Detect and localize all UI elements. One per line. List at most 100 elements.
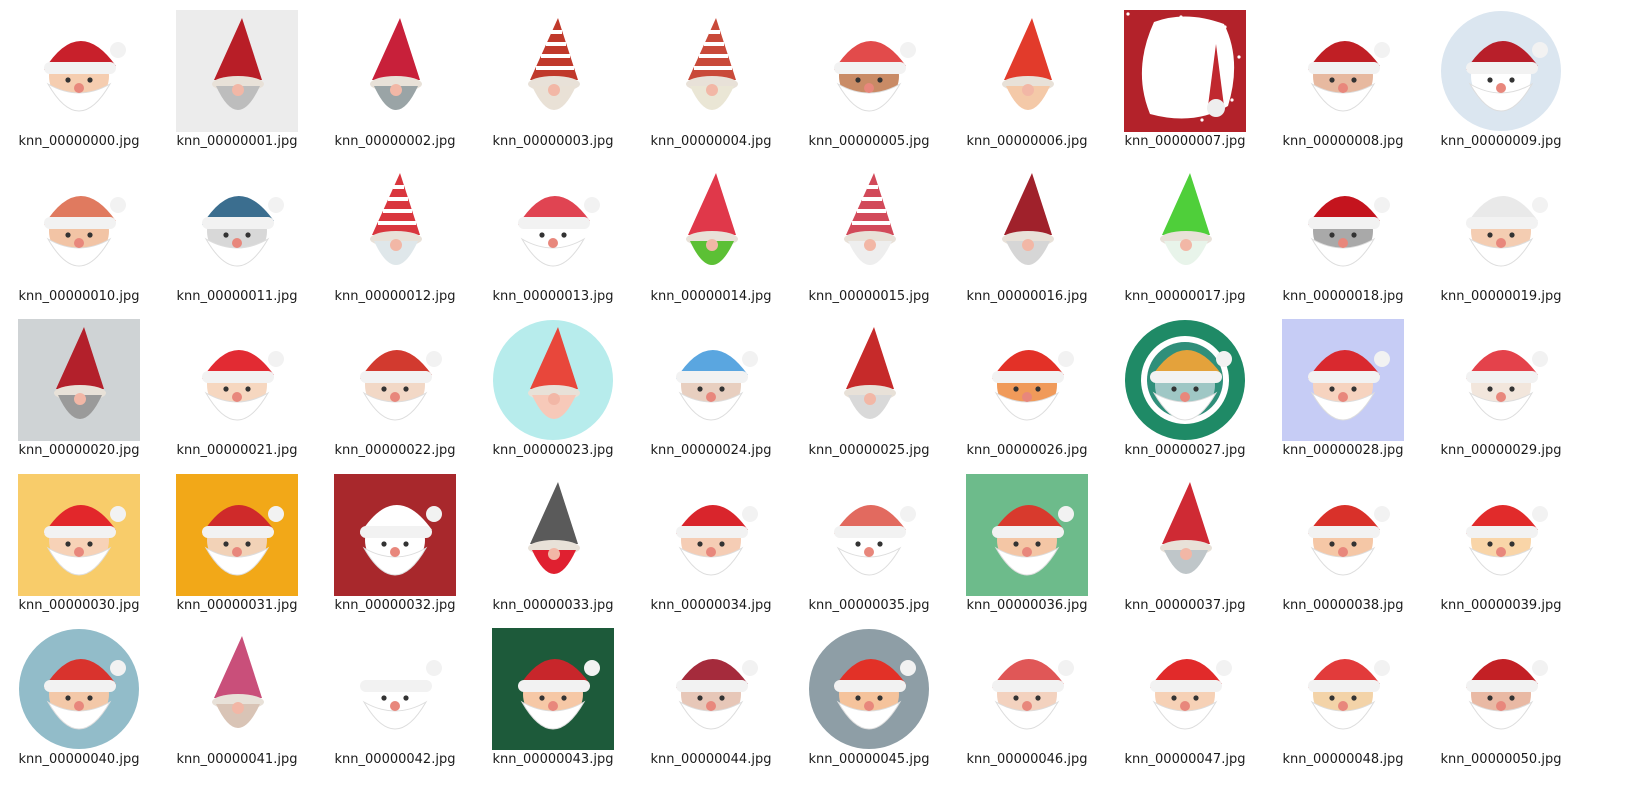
image-thumbnail[interactable]	[650, 10, 772, 132]
file-tile[interactable]: knn_00000005.jpg	[790, 0, 948, 154]
image-thumbnail[interactable]	[492, 10, 614, 132]
file-tile[interactable]: knn_00000044.jpg	[632, 618, 790, 772]
image-thumbnail[interactable]	[1124, 164, 1246, 287]
image-thumbnail[interactable]	[334, 628, 456, 750]
image-thumbnail[interactable]	[492, 319, 614, 441]
file-name-label[interactable]: knn_00000004.jpg	[650, 134, 772, 149]
file-tile[interactable]: knn_00000008.jpg	[1264, 0, 1422, 154]
file-tile[interactable]: knn_00000004.jpg	[632, 0, 790, 154]
file-tile[interactable]: knn_00000024.jpg	[632, 309, 790, 463]
image-thumbnail[interactable]	[808, 473, 930, 596]
file-name-label[interactable]: knn_00000023.jpg	[492, 443, 614, 458]
file-name-label[interactable]: knn_00000018.jpg	[1282, 288, 1404, 304]
file-name-label[interactable]: knn_00000007.jpg	[1124, 134, 1246, 149]
file-name-label[interactable]: knn_00000016.jpg	[966, 288, 1088, 304]
file-tile[interactable]: knn_00000028.jpg	[1264, 309, 1422, 463]
file-name-label[interactable]: knn_00000034.jpg	[650, 597, 772, 613]
file-tile[interactable]: knn_00000023.jpg	[474, 309, 632, 463]
image-thumbnail[interactable]	[1282, 628, 1404, 750]
file-tile[interactable]: knn_00000042.jpg	[316, 618, 474, 772]
file-tile[interactable]: knn_00000035.jpg	[790, 464, 948, 618]
file-name-label[interactable]: knn_00000000.jpg	[18, 134, 140, 149]
file-name-label[interactable]: knn_00000036.jpg	[966, 597, 1088, 613]
file-tile[interactable]: knn_00000012.jpg	[316, 155, 474, 309]
image-thumbnail[interactable]	[492, 628, 614, 750]
file-tile[interactable]: knn_00000029.jpg	[1422, 309, 1580, 463]
file-tile[interactable]: knn_00000045.jpg	[790, 618, 948, 772]
image-thumbnail[interactable]	[808, 10, 930, 132]
file-tile[interactable]: knn_00000046.jpg	[948, 618, 1106, 772]
image-thumbnail[interactable]	[966, 473, 1088, 596]
file-name-label[interactable]: knn_00000029.jpg	[1440, 443, 1562, 458]
file-tile[interactable]: knn_00000041.jpg	[158, 618, 316, 772]
image-thumbnail[interactable]	[334, 473, 456, 596]
file-name-label[interactable]: knn_00000035.jpg	[808, 597, 930, 613]
file-tile[interactable]: knn_00000036.jpg	[948, 464, 1106, 618]
file-name-label[interactable]: knn_00000011.jpg	[176, 288, 298, 304]
image-thumbnail[interactable]	[1440, 473, 1562, 596]
file-tile[interactable]: knn_00000014.jpg	[632, 155, 790, 309]
file-name-label[interactable]: knn_00000003.jpg	[492, 134, 614, 149]
file-tile[interactable]: knn_00000020.jpg	[0, 309, 158, 463]
image-thumbnail[interactable]	[1124, 10, 1246, 132]
file-name-label[interactable]: knn_00000045.jpg	[808, 752, 930, 767]
file-name-label[interactable]: knn_00000002.jpg	[334, 134, 456, 149]
file-name-label[interactable]: knn_00000005.jpg	[808, 134, 930, 149]
file-tile[interactable]: knn_00000038.jpg	[1264, 464, 1422, 618]
file-tile[interactable]: knn_00000050.jpg	[1422, 618, 1580, 772]
file-name-label[interactable]: knn_00000021.jpg	[176, 443, 298, 458]
image-thumbnail[interactable]	[1440, 164, 1562, 287]
image-thumbnail[interactable]	[650, 164, 772, 287]
image-thumbnail[interactable]	[650, 473, 772, 596]
file-tile[interactable]: knn_00000039.jpg	[1422, 464, 1580, 618]
image-thumbnail[interactable]	[1440, 319, 1562, 441]
file-name-label[interactable]: knn_00000042.jpg	[334, 752, 456, 767]
file-name-label[interactable]: knn_00000050.jpg	[1440, 752, 1562, 767]
file-tile[interactable]: knn_00000001.jpg	[158, 0, 316, 154]
file-name-label[interactable]: knn_00000022.jpg	[334, 443, 456, 458]
image-thumbnail[interactable]	[1124, 319, 1246, 441]
image-thumbnail[interactable]	[966, 10, 1088, 132]
file-name-label[interactable]: knn_00000025.jpg	[808, 443, 930, 458]
file-tile[interactable]: knn_00000019.jpg	[1422, 155, 1580, 309]
file-tile[interactable]: knn_00000018.jpg	[1264, 155, 1422, 309]
image-thumbnail[interactable]	[650, 319, 772, 441]
file-name-label[interactable]: knn_00000012.jpg	[334, 288, 456, 304]
file-tile[interactable]: knn_00000027.jpg	[1106, 309, 1264, 463]
file-tile[interactable]: knn_00000017.jpg	[1106, 155, 1264, 309]
file-tile[interactable]: knn_00000010.jpg	[0, 155, 158, 309]
file-name-label[interactable]: knn_00000026.jpg	[966, 443, 1088, 458]
file-name-label[interactable]: knn_00000027.jpg	[1124, 443, 1246, 458]
file-tile[interactable]: knn_00000011.jpg	[158, 155, 316, 309]
image-thumbnail[interactable]	[1440, 10, 1562, 132]
file-tile[interactable]: knn_00000031.jpg	[158, 464, 316, 618]
file-name-label[interactable]: knn_00000046.jpg	[966, 752, 1088, 767]
file-name-label[interactable]: knn_00000037.jpg	[1124, 597, 1246, 613]
file-name-label[interactable]: knn_00000014.jpg	[650, 288, 772, 304]
image-thumbnail[interactable]	[1282, 164, 1404, 287]
image-thumbnail[interactable]	[808, 164, 930, 287]
image-thumbnail[interactable]	[492, 164, 614, 287]
file-name-label[interactable]: knn_00000038.jpg	[1282, 597, 1404, 613]
image-thumbnail[interactable]	[176, 319, 298, 441]
file-tile[interactable]: knn_00000026.jpg	[948, 309, 1106, 463]
file-name-label[interactable]: knn_00000009.jpg	[1440, 134, 1562, 149]
image-thumbnail[interactable]	[334, 319, 456, 441]
file-tile[interactable]: knn_00000002.jpg	[316, 0, 474, 154]
image-thumbnail[interactable]	[18, 164, 140, 287]
file-tile[interactable]: knn_00000000.jpg	[0, 0, 158, 154]
file-name-label[interactable]: knn_00000031.jpg	[176, 597, 298, 613]
file-name-label[interactable]: knn_00000001.jpg	[176, 134, 298, 149]
file-name-label[interactable]: knn_00000024.jpg	[650, 443, 772, 458]
file-tile[interactable]: knn_00000025.jpg	[790, 309, 948, 463]
file-tile[interactable]: knn_00000030.jpg	[0, 464, 158, 618]
file-tile[interactable]: knn_00000003.jpg	[474, 0, 632, 154]
image-thumbnail[interactable]	[966, 164, 1088, 287]
file-name-label[interactable]: knn_00000032.jpg	[334, 597, 456, 613]
file-name-label[interactable]: knn_00000013.jpg	[492, 288, 614, 304]
file-tile[interactable]: knn_00000048.jpg	[1264, 618, 1422, 772]
file-name-label[interactable]: knn_00000040.jpg	[18, 752, 140, 767]
image-thumbnail[interactable]	[176, 10, 298, 132]
file-tile[interactable]: knn_00000007.jpg	[1106, 0, 1264, 154]
file-name-label[interactable]: knn_00000043.jpg	[492, 752, 614, 767]
